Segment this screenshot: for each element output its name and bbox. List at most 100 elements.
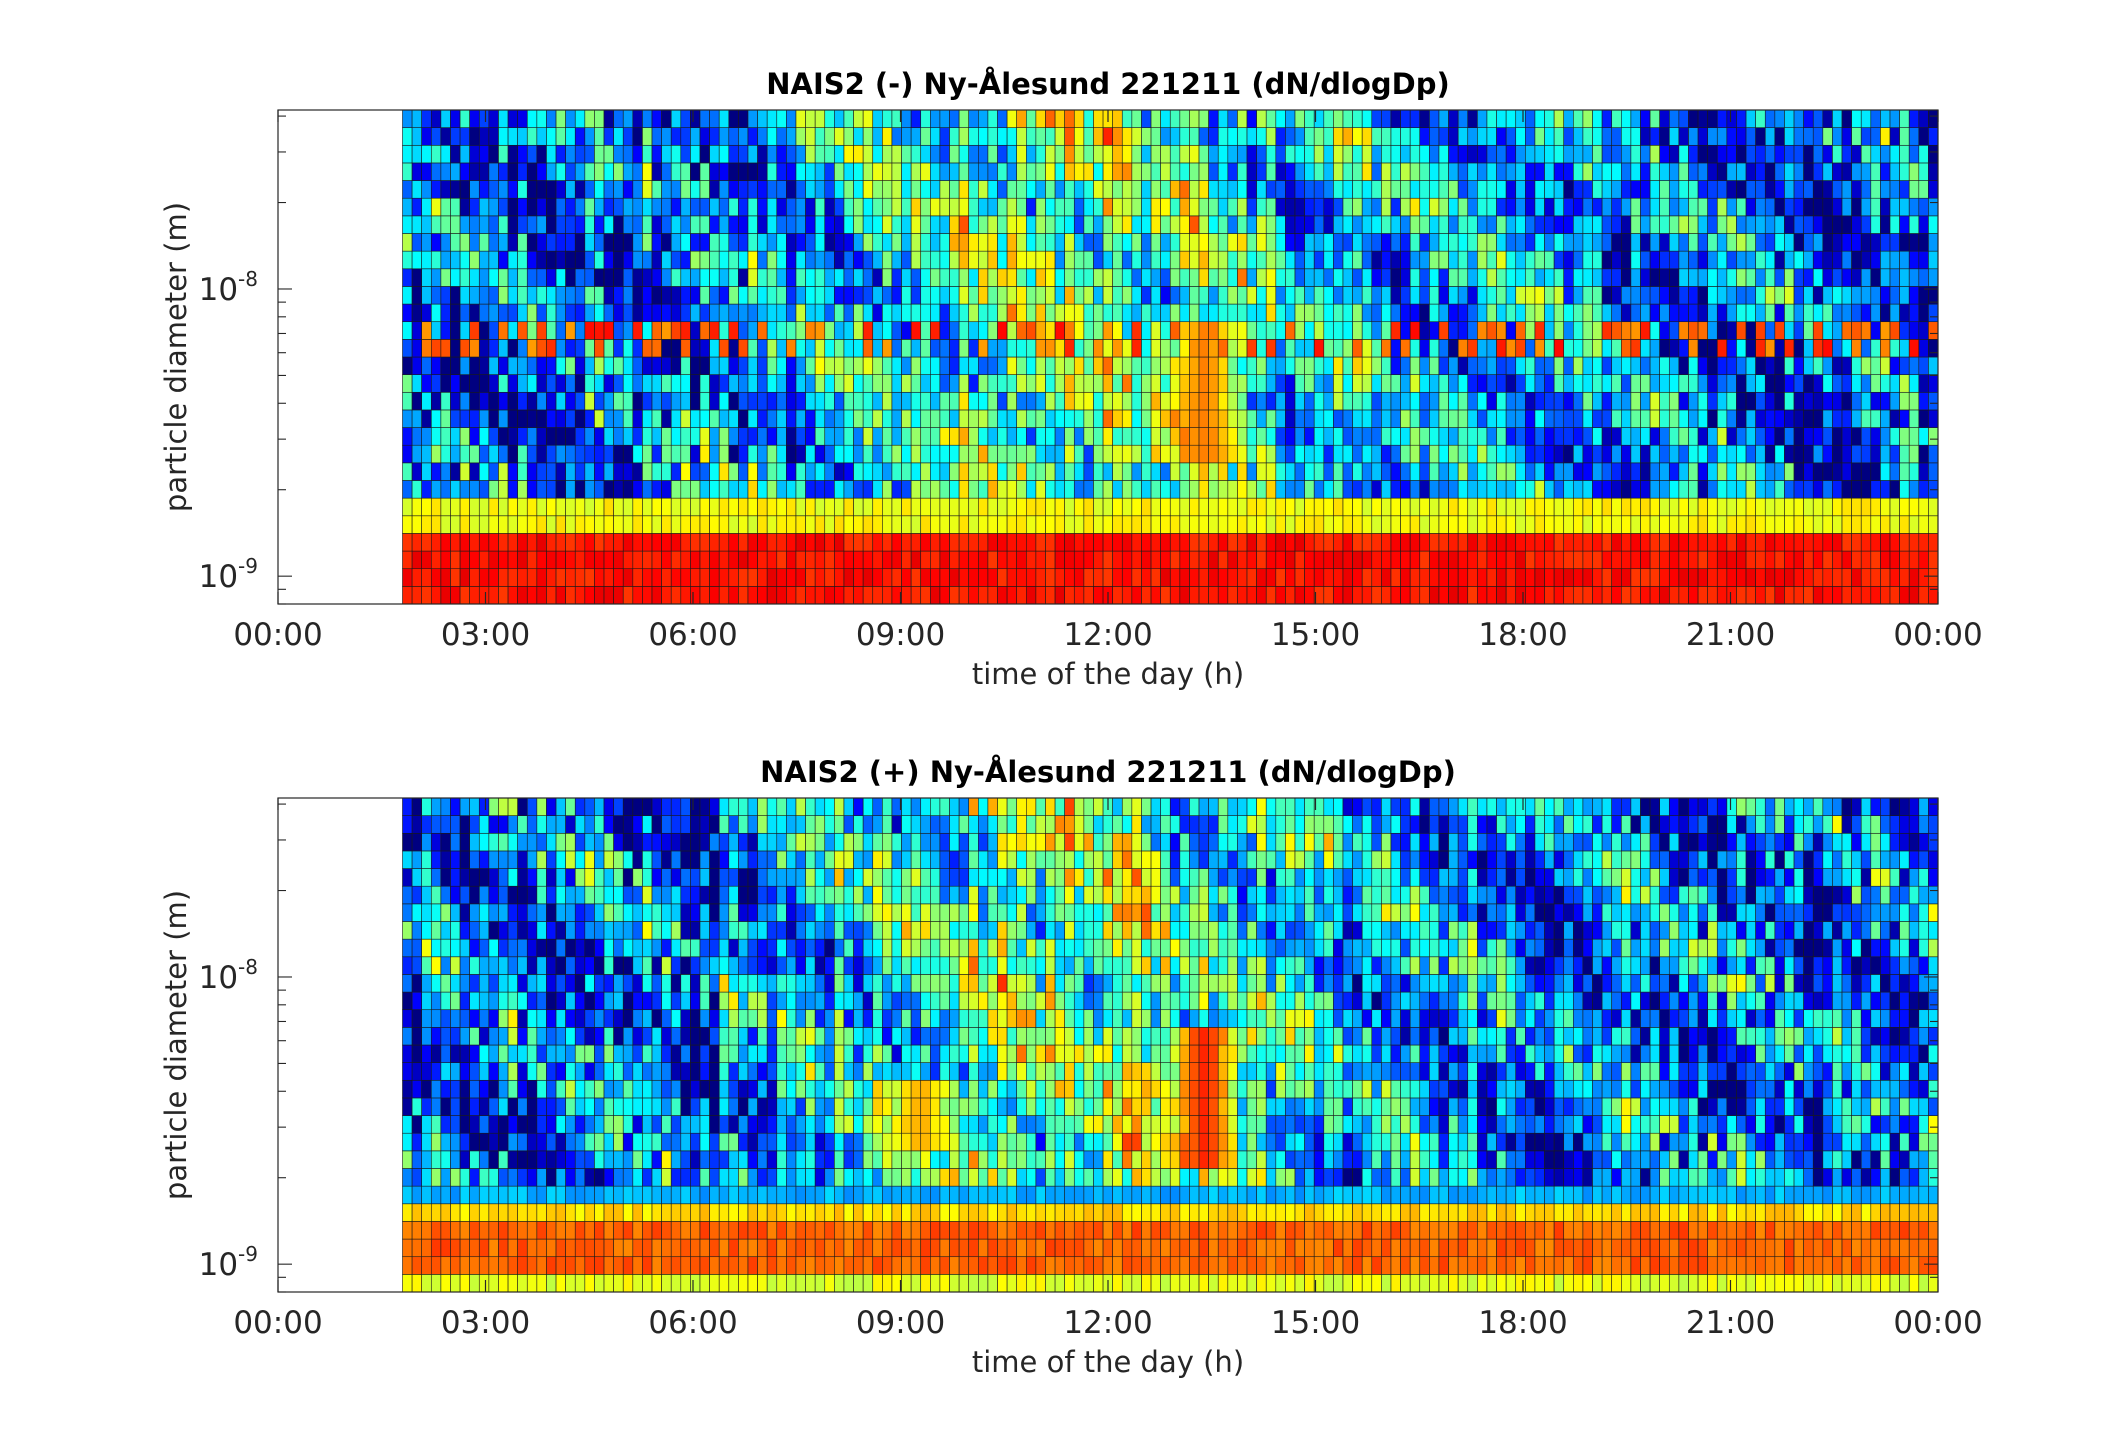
heatmap-cell (1035, 144, 1046, 164)
heatmap-cell (1534, 233, 1545, 252)
heatmap-cell (1784, 427, 1795, 446)
heatmap-cell (642, 550, 653, 570)
heatmap-cell (661, 180, 672, 199)
heatmap-cell (613, 321, 624, 340)
heatmap-cell (651, 497, 662, 517)
heatmap-cell (1707, 127, 1718, 146)
heatmap-cell (805, 197, 816, 217)
heatmap-cell (1793, 515, 1804, 534)
heatmap-cell (517, 797, 528, 816)
heatmap-cell (555, 480, 566, 499)
heatmap-cell (939, 162, 950, 181)
heatmap-cell (1217, 427, 1229, 446)
heatmap-cell (498, 1256, 509, 1275)
heatmap-cell (1851, 268, 1862, 287)
heatmap-cell (1716, 268, 1728, 287)
heatmap-cell (1083, 586, 1094, 605)
heatmap-cell (1323, 586, 1334, 605)
heatmap-cell (1361, 233, 1373, 252)
heatmap-cell (613, 180, 624, 199)
heatmap-cell (690, 462, 701, 481)
heatmap-cell (584, 533, 595, 552)
heatmap-cell (459, 1274, 470, 1293)
heatmap-cell (1678, 339, 1689, 358)
heatmap-cell (574, 515, 586, 534)
heatmap-cell (1323, 356, 1334, 375)
heatmap-cell (1093, 391, 1104, 411)
heatmap-panel-positive: 00:00 03:00 06:00 09:00 12:00 15:00 18:00 21:00… (159, 755, 1983, 1379)
heatmap-cell (1553, 303, 1565, 323)
heatmap-cell (642, 497, 653, 517)
heatmap-cell (1736, 374, 1747, 393)
heatmap-cell (1400, 497, 1411, 517)
heatmap-cell (1390, 568, 1401, 587)
heatmap-cell (766, 162, 778, 181)
heatmap-cell (1429, 233, 1440, 252)
heatmap-cell (1054, 427, 1065, 446)
heatmap-cell (1390, 180, 1401, 199)
heatmap-cell (1726, 303, 1737, 323)
heatmap-cell (469, 1238, 480, 1258)
heatmap-cell (526, 515, 538, 534)
heatmap-cell (1918, 550, 1929, 570)
heatmap-cell (1419, 409, 1430, 428)
heatmap-cell (1448, 215, 1459, 234)
heatmap-cell (670, 515, 682, 534)
heatmap-cell (1035, 109, 1046, 128)
heatmap-cell (402, 497, 413, 517)
heatmap-cell (1227, 427, 1238, 446)
heatmap-cell (1390, 409, 1401, 428)
heatmap-cell (949, 286, 960, 305)
heatmap-cell (786, 321, 797, 340)
heatmap-cell (421, 268, 432, 287)
heatmap-cell (1553, 286, 1565, 305)
heatmap-cell (478, 427, 490, 446)
heatmap-cell (901, 568, 912, 587)
heatmap-cell (920, 462, 931, 481)
heatmap-cell (1093, 444, 1104, 464)
heatmap-cell (709, 515, 720, 534)
heatmap-cell (430, 850, 442, 869)
heatmap-cell (469, 197, 480, 217)
heatmap-cell (1141, 497, 1152, 517)
heatmap-cell (1870, 197, 1881, 217)
heatmap-cell (1573, 497, 1584, 517)
heatmap-cell (402, 1185, 413, 1205)
heatmap-cell (555, 1274, 566, 1293)
heatmap-cell (1265, 586, 1277, 605)
heatmap-cell (1102, 268, 1113, 287)
heatmap-cell (757, 427, 768, 446)
heatmap-cell (1093, 303, 1104, 323)
heatmap-cell (824, 480, 835, 499)
heatmap-cell (1102, 321, 1113, 340)
heatmap-cell (488, 1027, 499, 1046)
heatmap-cell (402, 1115, 413, 1134)
heatmap-cell (690, 268, 701, 287)
heatmap-cell (1342, 127, 1353, 146)
heatmap-cell (690, 586, 701, 605)
heatmap-cell (1803, 250, 1814, 270)
heatmap-cell (1716, 144, 1728, 164)
heatmap-cell (1592, 144, 1603, 164)
heatmap-cell (1611, 462, 1622, 481)
heatmap-cell (1198, 233, 1209, 252)
heatmap-cell (459, 1115, 470, 1134)
heatmap-cell (1112, 144, 1123, 164)
heatmap-cell (1169, 497, 1181, 517)
heatmap-cell (1131, 374, 1142, 393)
heatmap-cell (402, 974, 413, 993)
heatmap-cell (1227, 391, 1238, 411)
heatmap-cell (536, 1221, 547, 1240)
heatmap-cell (1438, 497, 1449, 517)
heatmap-cell (1822, 391, 1833, 411)
heatmap-cell (546, 339, 557, 358)
heatmap-cell (546, 1221, 557, 1240)
heatmap-cell (786, 268, 797, 287)
heatmap-cell (709, 215, 720, 234)
heatmap-cell (584, 586, 595, 605)
heatmap-cell (1601, 586, 1613, 605)
heatmap-cell (968, 162, 979, 181)
heatmap-cell (1803, 356, 1814, 375)
heatmap-cell (1860, 444, 1872, 464)
heatmap-cell (421, 550, 432, 570)
